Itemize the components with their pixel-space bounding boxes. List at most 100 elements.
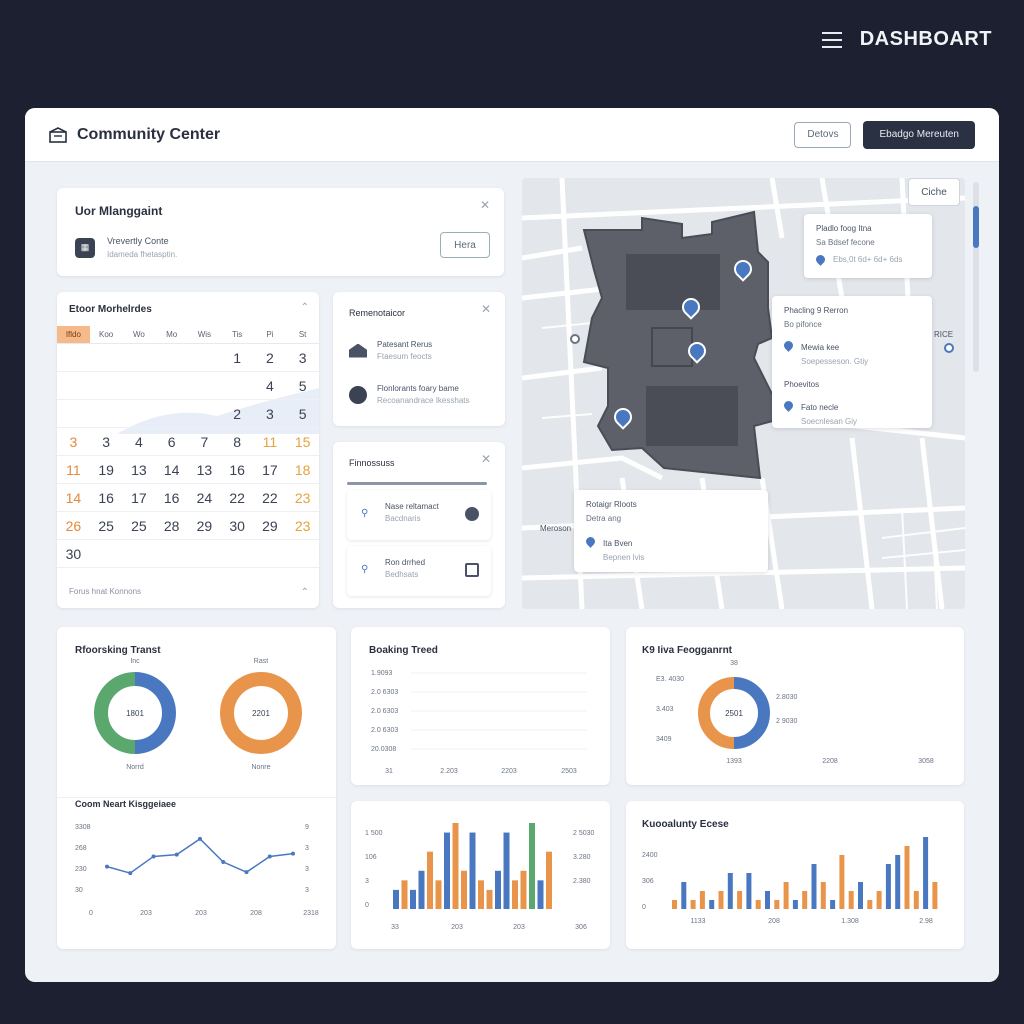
calendar-day[interactable]: 4 (253, 372, 287, 400)
calendar-day[interactable]: 16 (155, 484, 188, 512)
calendar-day[interactable]: 17 (253, 456, 287, 484)
y-tick-label: 30 (75, 887, 83, 894)
calendar-day[interactable]: 18 (286, 456, 319, 484)
chevron-up-icon[interactable]: ⌃ (300, 587, 309, 598)
line-point (244, 870, 249, 875)
reminder-item[interactable]: Flonlorants foary bame Recoanandrace Ikes… (349, 384, 489, 405)
calendar-day[interactable]: 17 (122, 484, 156, 512)
calendar-day[interactable]: 8 (220, 428, 254, 456)
map-info-card[interactable]: Pladlo foog Itna Sa Bdsef fecone Ebs,0t … (804, 214, 932, 278)
calendar-grid: 1 2 3 4 5 2 3 5 3 3 4 6 7 8 11 15 11 19 13 14 13 16 17 18 14 16 17… (57, 344, 319, 568)
x-tick-label: 203 (513, 924, 525, 931)
map-marker-icon[interactable] (570, 334, 580, 344)
calendar-day (89, 400, 123, 428)
x-tick-label: 33 (391, 924, 399, 931)
map-action-button[interactable]: Ciche (908, 178, 960, 206)
calendar-footer: Forus hnat Konnons (69, 587, 142, 596)
calendar-day[interactable]: 16 (220, 456, 254, 484)
bar (503, 832, 510, 909)
map-info-card[interactable]: Phacling 9 Rerron Bo pifonce Mewia kee S… (772, 296, 932, 428)
user-item-name: Vrevertly Conte (107, 236, 169, 246)
calendar-day[interactable]: 24 (188, 484, 221, 512)
calendar-day[interactable]: 30 (220, 512, 254, 540)
bar (755, 900, 761, 909)
calendar-day[interactable]: 25 (89, 512, 123, 540)
menu-icon[interactable] (821, 31, 842, 48)
calendar-day[interactable]: 6 (155, 428, 188, 456)
bar (885, 864, 891, 909)
calendar-day (220, 372, 254, 400)
donut-center-label: 2501 (725, 709, 743, 718)
calendar-day (89, 540, 123, 568)
calendar-day[interactable]: 4 (122, 428, 156, 456)
dashboard-title: DASHBOART (859, 28, 992, 50)
chevron-up-icon[interactable]: ⌃ (300, 302, 309, 313)
calendar-day[interactable]: 14 (155, 456, 188, 484)
calendar-day (155, 344, 188, 372)
map-info-card[interactable]: Rotaigr Rloots Detra ang Ita Bven Bepnen… (574, 490, 768, 572)
user-item[interactable]: ▦ Vrevertly Conte Idameda fhetasptin. (75, 236, 177, 259)
calendar-day[interactable]: 29 (188, 512, 221, 540)
bar (520, 870, 527, 909)
calendar-day[interactable]: 16 (89, 484, 123, 512)
details-button[interactable]: Detovs (794, 121, 852, 148)
calendar-day[interactable]: 3 (57, 428, 90, 456)
calendar-day[interactable]: 22 (253, 484, 287, 512)
scrollbar[interactable] (973, 182, 979, 372)
line-point (198, 836, 202, 841)
calendar-day[interactable]: 7 (188, 428, 221, 456)
calendar-card: Etoor Morhelrdes ⌃ Ifldo Koo Wo Mo Wis Tis Pi S… (57, 292, 319, 608)
bar (895, 855, 901, 909)
chart-title: Rfoorsking Transt (75, 645, 161, 656)
user-management-card: Uor Mlanggaint ✕ ▦ Vrevertly Conte Idame… (57, 188, 504, 276)
calendar-day[interactable]: 26 (57, 512, 90, 540)
primary-button[interactable]: Ebadgo Mereuten (863, 120, 975, 149)
calendar-day (155, 372, 188, 400)
calendar-day[interactable]: 23 (286, 512, 319, 540)
x-tick-label: 1133 (690, 918, 705, 925)
map-view[interactable]: Ciche Pladlo foog Itna Sa Bdsef fecone E… (522, 178, 965, 609)
bar (774, 900, 780, 909)
calendar-day[interactable]: 29 (253, 512, 287, 540)
calendar-day[interactable]: 14 (57, 484, 90, 512)
y-tick-label: 3 (365, 878, 369, 885)
bar (709, 900, 715, 909)
close-icon[interactable]: ✕ (480, 302, 491, 316)
gear-icon[interactable] (465, 507, 479, 521)
calendar-day[interactable]: 5 (286, 372, 319, 400)
scrollbar-thumb[interactable] (973, 206, 979, 248)
favourite-item[interactable]: ⚲ Ron drrhed Bedhsats (347, 546, 491, 596)
weekday-label: Mo (155, 326, 188, 344)
close-icon[interactable]: ✕ (479, 198, 490, 212)
favourite-item[interactable]: ⚲ Nase reltamact Bacdnaris (347, 490, 491, 540)
calendar-day[interactable]: 28 (155, 512, 188, 540)
image-icon[interactable] (465, 563, 479, 577)
map-card-title: Rotaigr Rloots (586, 500, 637, 509)
user-action-button[interactable]: Hera (440, 232, 490, 258)
map-marker-icon[interactable] (944, 343, 954, 353)
calendar-day[interactable]: 3 (89, 428, 123, 456)
donut-slice (94, 672, 136, 754)
calendar-day[interactable]: 22 (220, 484, 254, 512)
calendar-day[interactable]: 5 (286, 400, 319, 428)
calendar-day[interactable]: 19 (89, 456, 123, 484)
map-label: Meroson (540, 524, 572, 533)
calendar-day[interactable]: 11 (57, 456, 90, 484)
calendar-day[interactable]: 13 (188, 456, 221, 484)
close-icon[interactable]: ✕ (480, 452, 491, 466)
calendar-day[interactable]: 3 (286, 344, 319, 372)
calendar-day[interactable]: 23 (286, 484, 319, 512)
y-tick-label: 2.0 6303 (371, 708, 398, 715)
calendar-day[interactable]: 11 (253, 428, 287, 456)
calendar-day[interactable]: 13 (122, 456, 156, 484)
calendar-day[interactable]: 25 (122, 512, 156, 540)
calendar-day[interactable]: 15 (286, 428, 319, 456)
calendar-day[interactable]: 30 (57, 540, 90, 568)
bar (802, 891, 808, 909)
calendar-day[interactable]: 2 (220, 400, 254, 428)
calendar-day[interactable]: 1 (220, 344, 254, 372)
calendar-day[interactable]: 2 (253, 344, 287, 372)
bar (461, 870, 467, 909)
reminder-item[interactable]: Patesant Rerus Ftaesum feocts (349, 340, 489, 361)
calendar-day[interactable]: 3 (253, 400, 287, 428)
